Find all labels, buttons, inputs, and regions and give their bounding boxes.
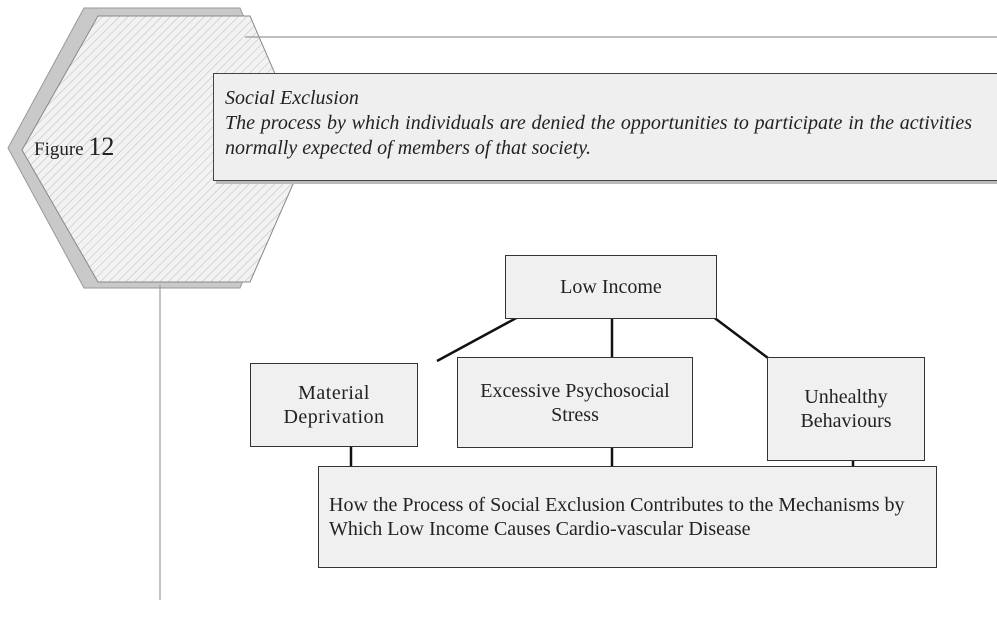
node: Unhealthy Behaviours xyxy=(767,357,925,461)
definition-text: The process by which individuals are den… xyxy=(225,112,972,159)
node: Material Deprivation xyxy=(250,363,418,447)
node: How the Process of Social Exclusion Cont… xyxy=(318,466,937,568)
figure-label: Figure 12 xyxy=(34,132,114,162)
definition-term: Social Exclusion xyxy=(225,87,359,109)
figure-word: Figure xyxy=(34,139,84,160)
figure-number: 12 xyxy=(88,132,115,161)
definition-box: Social Exclusion The process by which in… xyxy=(213,73,997,181)
node: Low Income xyxy=(505,255,717,319)
node: Excessive Psychosocial Stress xyxy=(457,357,693,448)
connectors xyxy=(349,314,855,466)
